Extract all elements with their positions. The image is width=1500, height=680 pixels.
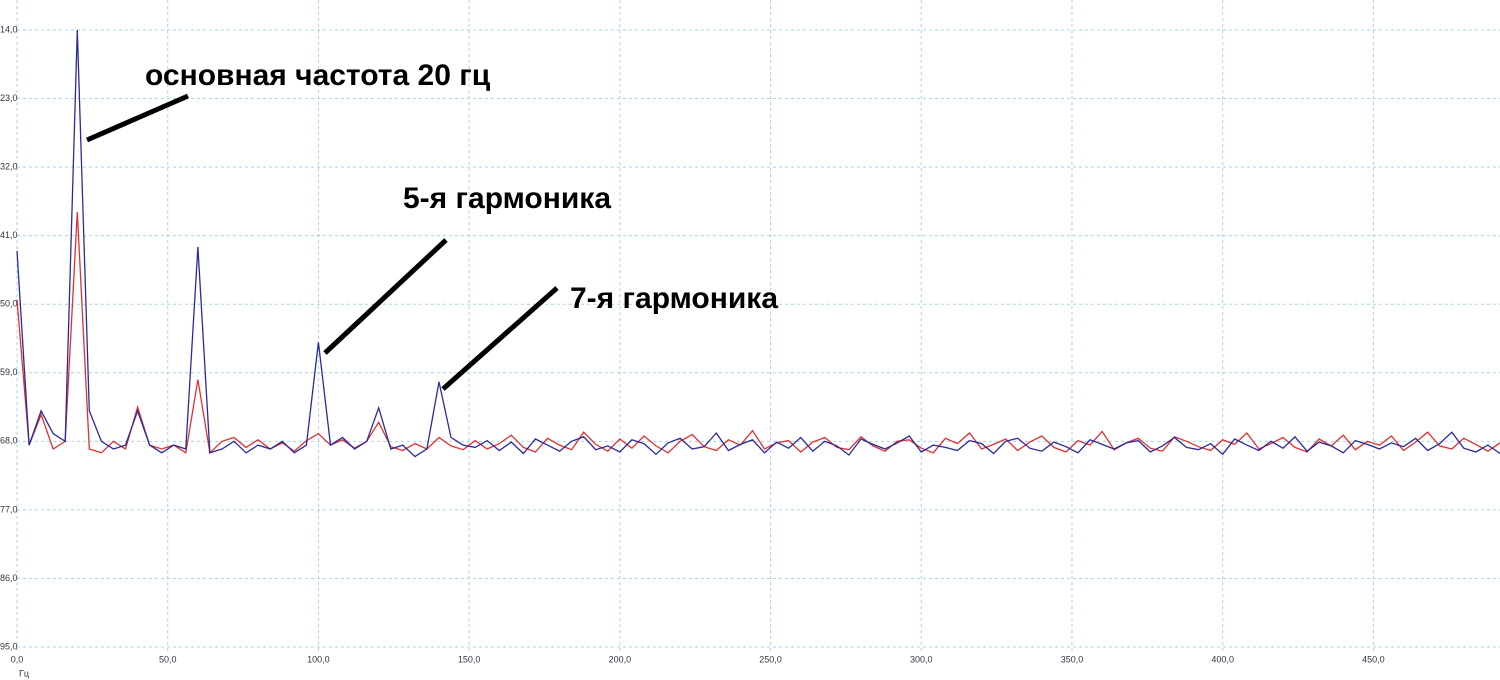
y-tick-label: 77,0 bbox=[0, 504, 18, 514]
x-tick-label: 150,0 bbox=[458, 654, 481, 664]
series-line bbox=[16, 29, 1500, 458]
x-tick-label: 0,0 bbox=[11, 654, 24, 664]
plot bbox=[16, 29, 1500, 458]
y-tick-label: 68,0 bbox=[0, 436, 18, 446]
annotation: 7-я гармоника bbox=[570, 282, 778, 315]
y-tick-label: 95,0 bbox=[0, 641, 18, 651]
grid bbox=[16, 0, 1500, 651]
x-tick-label: 100,0 bbox=[307, 654, 330, 664]
y-tick-label: 14,0 bbox=[0, 24, 18, 34]
x-tick-label: 200,0 bbox=[609, 654, 632, 664]
y-tick-label: 86,0 bbox=[0, 573, 18, 583]
pointer bbox=[441, 286, 559, 391]
pointer bbox=[323, 238, 448, 355]
x-tick-label: 350,0 bbox=[1061, 654, 1084, 664]
y-tick-label: 23,0 bbox=[0, 93, 18, 103]
x-tick-label: 300,0 bbox=[910, 654, 933, 664]
x-axis-label: Гц bbox=[19, 668, 29, 678]
y-tick-label: 32,0 bbox=[0, 161, 18, 171]
pointer bbox=[86, 93, 189, 143]
annotation: основная частота 20 гц bbox=[145, 59, 491, 92]
x-tick-label: 50,0 bbox=[159, 654, 177, 664]
series-line bbox=[16, 212, 1500, 455]
y-tick-label: 41,0 bbox=[0, 230, 18, 240]
y-tick-label: 50,0 bbox=[0, 299, 18, 309]
y-tick-label: 59,0 bbox=[0, 367, 18, 377]
annotation: 5-я гармоника bbox=[403, 182, 611, 215]
x-tick-label: 450,0 bbox=[1362, 654, 1385, 664]
x-tick-label: 250,0 bbox=[759, 654, 782, 664]
x-tick-label: 400,0 bbox=[1211, 654, 1234, 664]
